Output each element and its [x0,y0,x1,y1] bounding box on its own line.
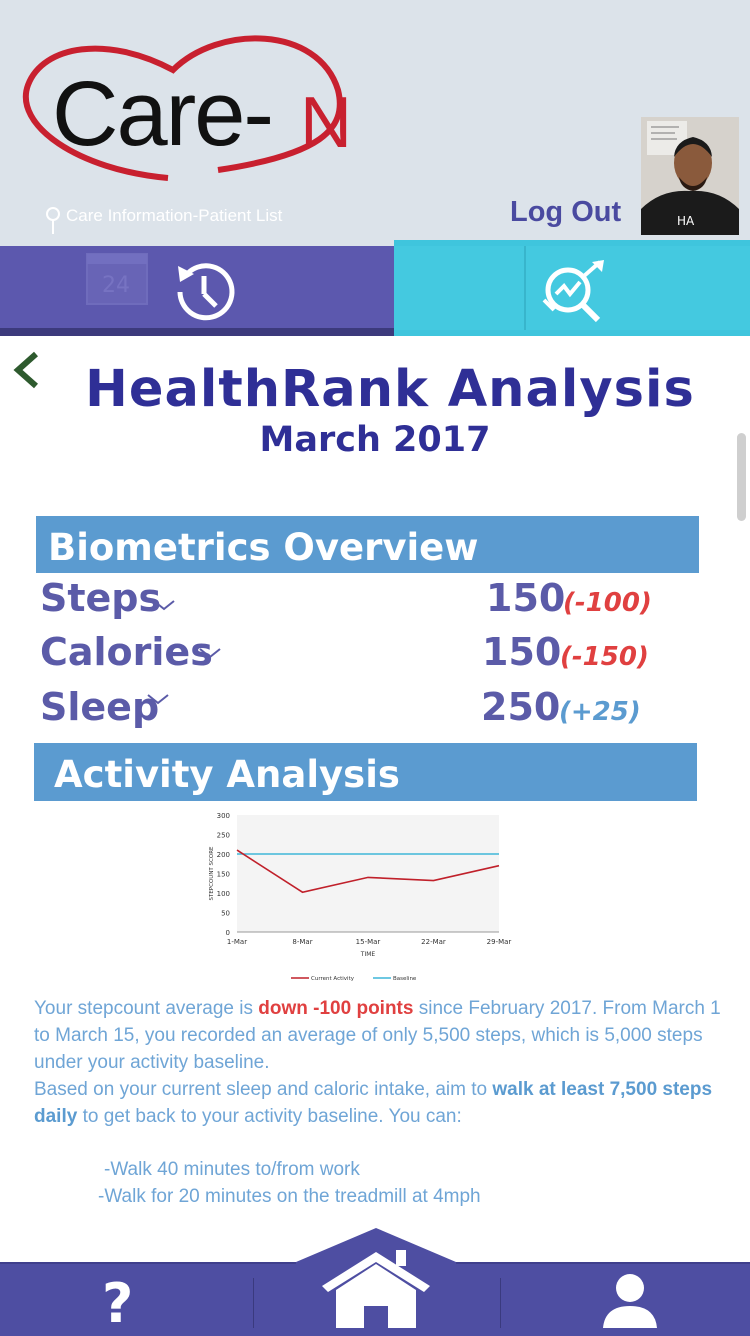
tab-divider [524,246,526,330]
page-subtitle: March 2017 [259,420,491,460]
tab-analysis-bg [394,246,750,330]
tab-analysis[interactable] [394,240,750,336]
svg-text:HA: HA [677,214,695,228]
biometrics-heading: Biometrics Overview [48,526,479,569]
x-tick-label: 1-Mar [227,938,247,946]
plot-area [237,815,499,932]
chevron-down-icon[interactable] [198,646,222,660]
y-tick-label: 50 [221,910,230,918]
care-info-link[interactable]: Care Information-Patient List [66,206,283,225]
chevron-left-icon[interactable] [10,348,44,392]
pin-icon [46,207,60,234]
avatar[interactable]: HA [641,117,739,235]
user-icon[interactable] [601,1272,659,1330]
scrollbar[interactable] [737,433,746,521]
help-icon[interactable]: ? [102,1272,134,1335]
y-axis-label: STEPCOUNT SCORE [209,846,215,901]
y-tick-label: 200 [217,851,230,859]
highlight-goal: walk at least 7,500 steps daily [34,1079,713,1127]
calendar-icon: 24 [86,253,148,305]
analysis-icon [542,260,604,323]
x-tick-label: 15-Mar [356,938,381,946]
home-icon[interactable] [296,1228,456,1334]
tab-history[interactable]: 24 [0,246,394,328]
metric-steps-value: 150 [486,576,566,620]
page-title: HealthRank Analysis [85,360,695,419]
metric-calories-value: 150 [482,630,562,674]
activity-chart: 0 50 100 150 200 250 300 1-Mar 8-Mar 15-Mar 22-Mar… [209,812,512,982]
metric-calories-delta: (-150) [560,642,649,672]
legend-label: Current Activity [311,976,355,982]
metric-sleep-label[interactable]: Sleep [40,685,160,729]
tab-bar: 24 [0,240,750,336]
chevron-down-icon[interactable] [152,598,176,612]
x-tick-label: 22-Mar [421,938,446,946]
activity-heading: Activity Analysis [54,753,400,796]
logo-n: N [300,83,352,163]
legend-label: Baseline [393,976,417,982]
activity-paragraph-2: Based on your current sleep and caloric … [34,1079,713,1127]
chevron-down-icon[interactable] [146,692,170,706]
y-tick-label: 0 [226,929,230,937]
logout-button[interactable]: Log Out [510,196,622,228]
biometrics-header: Biometrics Overview [36,516,699,573]
activity-paragraph-1: Your stepcount average is down -100 poin… [34,998,721,1073]
x-tick-label: 29-Mar [487,938,512,946]
y-tick-label: 100 [217,890,230,898]
metric-steps-label[interactable]: Steps [40,576,162,620]
app-header: Care- N Care Information-Patient List Lo… [0,0,750,246]
logo-text: Care- [52,63,274,165]
suggestion-item: -Walk 40 minutes to/from work [104,1159,360,1180]
metric-calories-label[interactable]: Calories [40,630,213,674]
history-icon [177,263,235,321]
metric-sleep-value: 250 [481,685,561,729]
x-tick-label: 8-Mar [292,938,312,946]
heart-logo [23,35,343,181]
nav-divider [500,1278,501,1328]
series-line [236,849,500,894]
tab-history-underline [0,328,394,336]
svg-text:24: 24 [102,273,130,298]
y-tick-label: 150 [217,871,230,879]
suggestion-item: -Walk for 20 minutes on the treadmill at… [98,1186,481,1207]
activity-header: Activity Analysis [34,743,697,801]
nav-divider [253,1278,254,1328]
metric-sleep-delta: (+25) [559,697,641,727]
metric-steps-delta: (-100) [563,588,652,618]
x-axis-label: TIME [360,951,376,958]
y-tick-label: 250 [217,832,230,840]
highlight-down: down -100 points [258,998,414,1019]
y-tick-label: 300 [217,812,230,820]
